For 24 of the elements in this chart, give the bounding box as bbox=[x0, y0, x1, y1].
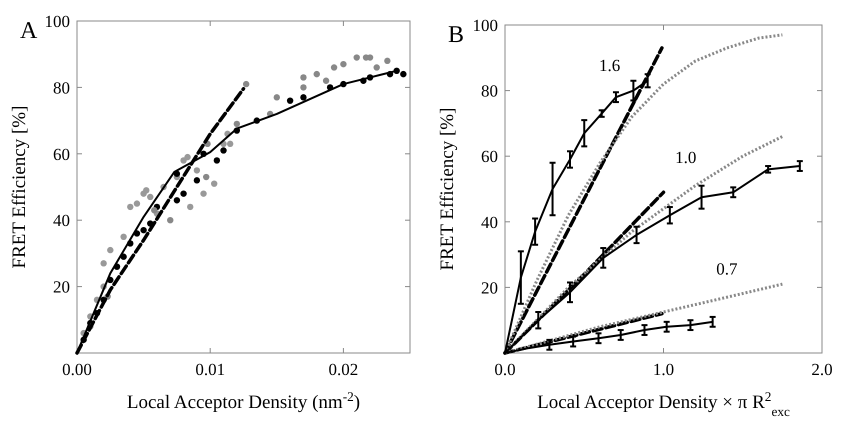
x-tick-label: 0.00 bbox=[62, 360, 92, 379]
x-tick-label: 2.0 bbox=[811, 360, 833, 379]
x-tick-label: 1.0 bbox=[652, 360, 674, 379]
x-axis-title: Local Acceptor Density (nm$^{-2}$) bbox=[126, 388, 360, 413]
y-tick-label: 40 bbox=[481, 212, 498, 232]
y-axis-title: FRET Efficiency [%] bbox=[437, 108, 458, 270]
x-tick-label: 0.01 bbox=[195, 360, 226, 379]
chart-title: B bbox=[448, 22, 464, 48]
y-tick-label: 20 bbox=[481, 278, 498, 298]
annotation: 0.7 bbox=[716, 259, 738, 278]
y-tick-label: 80 bbox=[53, 78, 70, 98]
x-tick-label: 0.0 bbox=[494, 360, 516, 379]
y-tick-label: 60 bbox=[53, 144, 70, 164]
chart-title: A bbox=[20, 18, 38, 44]
y-tick-label: 40 bbox=[53, 211, 70, 230]
y-tick-label: 100 bbox=[472, 16, 498, 35]
annotation: 1.0 bbox=[675, 148, 696, 167]
y-axis-title: FRET Efficiency [%] bbox=[9, 106, 30, 268]
annotation: 1.6 bbox=[598, 56, 620, 75]
y-tick-label: 60 bbox=[481, 147, 498, 166]
y-tick-label: 100 bbox=[44, 12, 70, 31]
y-tick-label: 20 bbox=[53, 278, 70, 297]
x-tick-label: 0.02 bbox=[328, 360, 358, 379]
y-tick-label: 80 bbox=[481, 82, 498, 101]
